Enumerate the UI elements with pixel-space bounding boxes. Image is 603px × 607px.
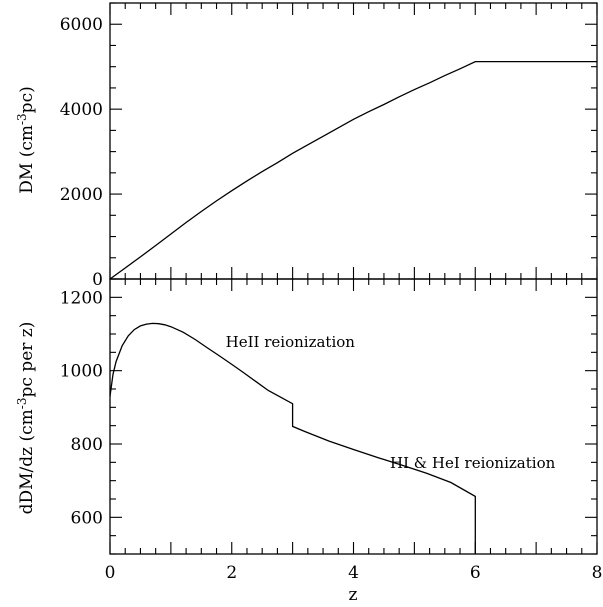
bottom-ytick-label: 1200 [60,288,103,308]
bottom-ytick-label: 800 [71,435,103,455]
xtick-label: 2 [226,563,237,583]
top-tick-labels: 0 2000 4000 6000 [60,15,103,290]
bottom-ylabel-sup: -3 [15,398,29,410]
top-y-axis-label: DM (cm-3pc) [15,86,37,193]
xtick-label: 0 [105,563,116,583]
bottom-panel: 600 800 1000 1200 0 2 4 6 8 dDM/dz (cm-3pc per z… [15,278,603,605]
top-plot-frame [109,2,598,280]
annotation-label: HeII reionization [226,333,356,351]
top-ytick-label: 4000 [60,100,103,120]
top-ytick-label: 0 [92,270,103,290]
bottom-series-line [109,322,476,554]
bottom-ylabel-tail: pc per z) [17,322,37,398]
top-ylabel-sup: -3 [15,113,29,125]
bottom-y-axis-label: dDM/dz (cm-3pc per z) [15,322,37,515]
xtick-label: 6 [470,563,481,583]
top-ylabel-main: DM (cm [17,125,37,194]
bottom-ytick-label: 1000 [60,362,103,382]
top-ticks [109,2,598,280]
top-ylabel-tail: pc) [17,86,37,113]
top-ytick-label: 2000 [60,185,103,205]
xtick-label: 4 [348,563,359,583]
top-series-line [109,60,597,280]
annotation-label: HI & HeI reionization [390,454,556,472]
bottom-ticks [109,278,598,555]
bottom-plot-frame [109,278,598,555]
bottom-ylabel-main: dDM/dz (cm [17,409,37,514]
xtick-label: 8 [592,563,603,583]
top-panel: 0 2000 4000 6000 DM (cm-3pc) [15,2,598,290]
top-ytick-label: 6000 [60,15,103,35]
x-axis-label: z [349,585,358,605]
bottom-tick-labels: 600 800 1000 1200 0 2 4 6 8 [60,288,603,583]
annotations: HeII reionization HI & HeI reionization [226,333,556,472]
bottom-ytick-label: 600 [71,508,103,528]
